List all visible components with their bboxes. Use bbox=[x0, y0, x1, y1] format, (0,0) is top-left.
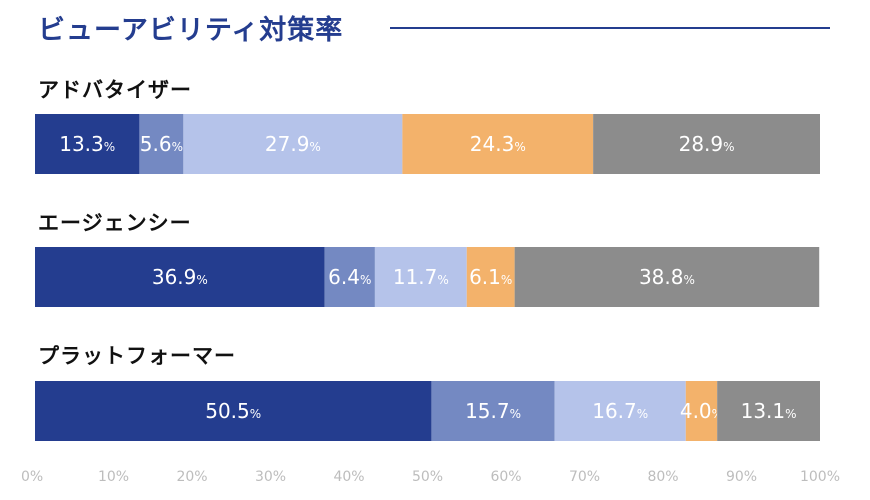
x-tick-label-4: 40% bbox=[333, 469, 364, 485]
bar-segment-1-2 bbox=[374, 247, 467, 307]
data-label-2-2: 16.7% bbox=[592, 399, 648, 423]
bar-segment-2-1 bbox=[431, 381, 555, 441]
bar-segment-0-2 bbox=[183, 114, 403, 174]
x-tick-label-1: 10% bbox=[98, 469, 129, 485]
x-tick-label-5: 50% bbox=[412, 469, 443, 485]
bar-segment-0-0 bbox=[35, 114, 140, 174]
bar-segment-1-3 bbox=[466, 247, 515, 307]
data-label-1-0: 36.9% bbox=[152, 265, 208, 289]
x-tick-label-10: 100% bbox=[800, 469, 840, 485]
data-label-2-1: 15.7% bbox=[465, 399, 521, 423]
bar-segment-0-4 bbox=[593, 114, 820, 174]
group-label-platformer: プラットフォーマー bbox=[38, 344, 236, 368]
bar-segment-0-1 bbox=[139, 114, 184, 174]
data-label-0-2: 27.9% bbox=[265, 132, 321, 156]
data-label-1-4: 38.8% bbox=[639, 265, 695, 289]
data-label-2-4: 13.1% bbox=[741, 399, 797, 423]
x-tick-label-7: 70% bbox=[569, 469, 600, 485]
title-rule bbox=[390, 27, 830, 29]
group-label-advertiser: アドバタイザー bbox=[38, 78, 192, 102]
x-tick-label-6: 60% bbox=[490, 469, 521, 485]
data-label-0-3: 24.3% bbox=[470, 132, 526, 156]
x-tick-label-0: 0% bbox=[21, 469, 43, 485]
bar-segment-0-3 bbox=[402, 114, 594, 174]
bar-segment-1-0 bbox=[35, 247, 325, 307]
data-label-0-0: 13.3% bbox=[59, 132, 115, 156]
chart-title: ビューアビリティ対策率 bbox=[38, 15, 344, 46]
data-label-1-1: 6.4% bbox=[328, 265, 371, 289]
bar-segment-1-1 bbox=[324, 247, 375, 307]
bar-segment-1-4 bbox=[514, 247, 820, 307]
data-label-2-0: 50.5% bbox=[205, 399, 261, 423]
data-label-1-3: 6.1% bbox=[469, 265, 512, 289]
bar-segment-2-0 bbox=[35, 381, 432, 441]
data-label-1-2: 11.7% bbox=[393, 265, 449, 289]
group-label-agency: エージェンシー bbox=[38, 211, 192, 235]
x-tick-label-8: 80% bbox=[647, 469, 678, 485]
bar-segment-2-3 bbox=[685, 381, 718, 441]
data-label-0-4: 28.9% bbox=[679, 132, 735, 156]
bar-segment-2-4 bbox=[717, 381, 820, 441]
x-tick-label-2: 20% bbox=[176, 469, 207, 485]
bar-segment-2-2 bbox=[554, 381, 686, 441]
x-tick-label-3: 30% bbox=[255, 469, 286, 485]
data-label-0-1: 5.6% bbox=[140, 132, 183, 156]
x-tick-label-9: 90% bbox=[726, 469, 757, 485]
